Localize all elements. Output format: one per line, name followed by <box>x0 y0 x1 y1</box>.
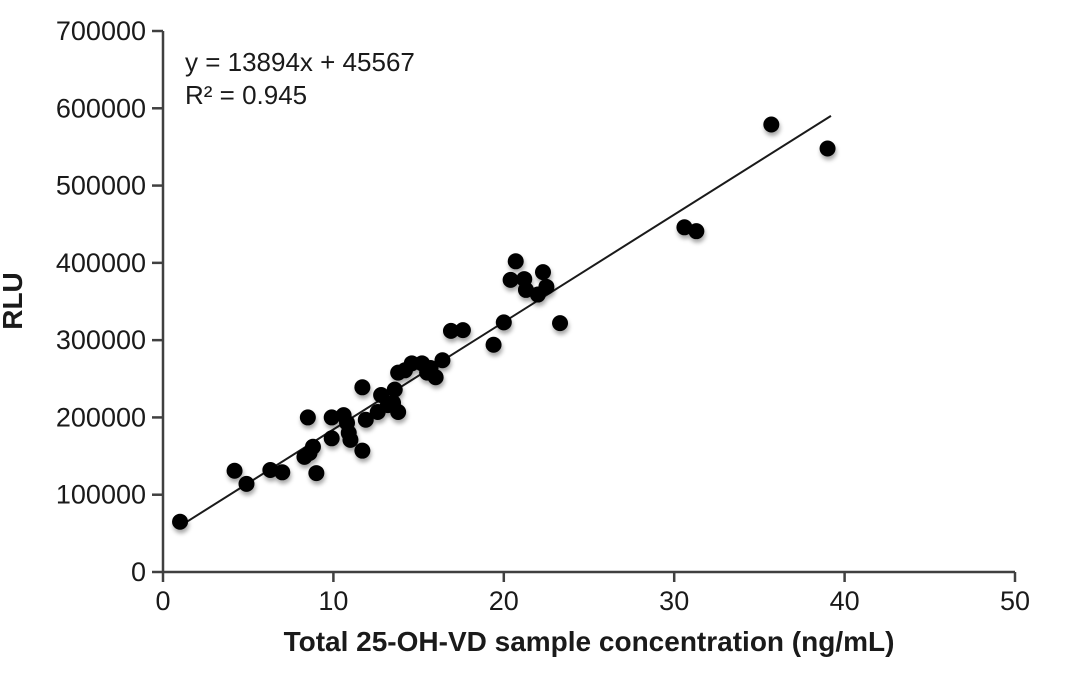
data-point <box>354 379 371 396</box>
y-tick-label: 400000 <box>56 248 146 278</box>
y-tick-label: 300000 <box>56 325 146 355</box>
x-tick-label: 30 <box>659 586 689 616</box>
data-point <box>323 409 340 426</box>
data-point <box>172 513 189 530</box>
x-tick-label: 0 <box>155 586 170 616</box>
data-point <box>495 314 512 331</box>
data-point <box>299 409 316 426</box>
data-point <box>357 411 374 428</box>
data-point <box>308 465 325 482</box>
x-axis-ticks: 0 10 20 30 40 50 <box>155 572 1030 616</box>
x-tick-label: 40 <box>830 586 860 616</box>
y-axis-ticks: 0 100000 200000 300000 400000 500000 600000 700… <box>56 16 163 587</box>
data-points <box>172 116 836 530</box>
data-point <box>323 430 340 447</box>
data-point <box>390 404 407 421</box>
y-tick-label: 700000 <box>56 16 146 46</box>
data-point <box>485 336 502 353</box>
data-point <box>538 278 555 295</box>
data-point <box>304 438 321 455</box>
data-point <box>534 264 551 281</box>
data-point <box>502 271 519 288</box>
x-tick-label: 50 <box>1000 586 1030 616</box>
y-tick-label: 500000 <box>56 171 146 201</box>
r-squared-label: R² = 0.945 <box>185 80 307 110</box>
data-point <box>442 322 459 339</box>
data-point <box>238 475 255 492</box>
x-tick-label: 10 <box>318 586 348 616</box>
data-point <box>226 462 243 479</box>
data-point <box>434 352 451 369</box>
data-point <box>819 140 836 157</box>
data-point <box>427 369 444 386</box>
axes <box>161 31 1015 574</box>
data-point <box>552 315 569 332</box>
data-point <box>262 461 279 478</box>
data-point <box>386 381 403 398</box>
data-point <box>763 116 780 133</box>
data-point <box>454 322 471 339</box>
y-axis-title: RLU <box>0 272 28 330</box>
y-tick-label: 600000 <box>56 93 146 123</box>
y-tick-label: 100000 <box>56 480 146 510</box>
data-point <box>354 442 371 459</box>
data-point <box>507 253 524 270</box>
data-point <box>342 431 359 448</box>
y-tick-label: 200000 <box>56 402 146 432</box>
data-point <box>274 464 291 481</box>
equation-label: y = 13894x + 45567 <box>185 47 415 77</box>
x-axis-title: Total 25-OH-VD sample concentration (ng/… <box>284 626 895 657</box>
x-tick-label: 20 <box>489 586 519 616</box>
data-point <box>688 223 705 240</box>
y-tick-label: 0 <box>131 557 146 587</box>
